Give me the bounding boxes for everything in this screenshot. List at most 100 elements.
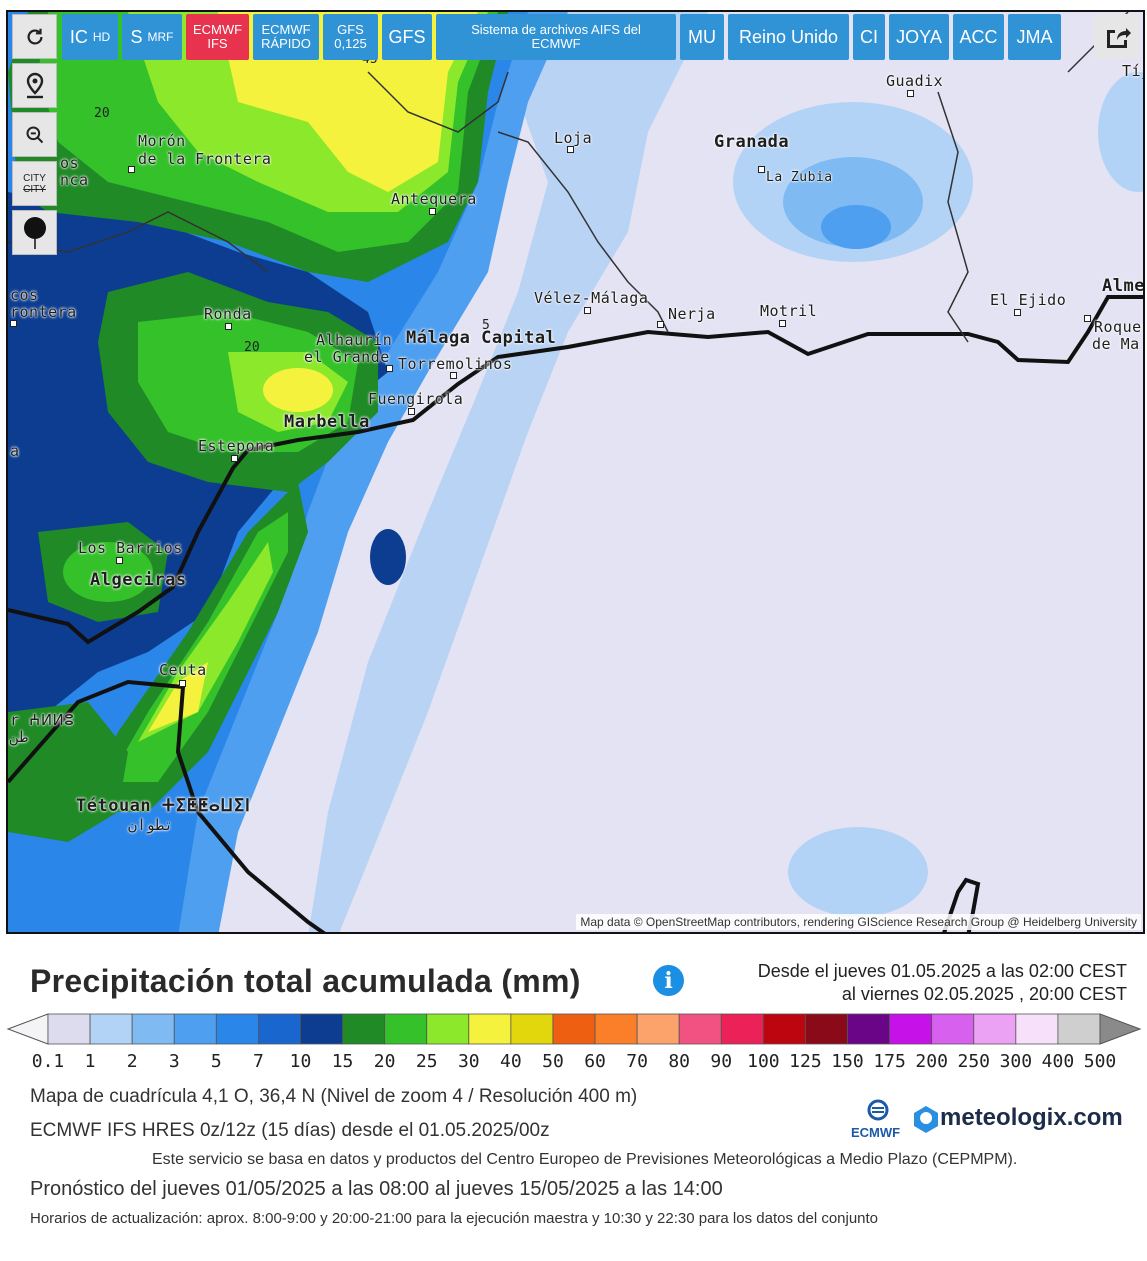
city-label: Vélez-Málaga: [534, 289, 649, 307]
model-button-label: S: [130, 26, 143, 47]
scale-swatch: [342, 1013, 386, 1045]
scale-tick-label: 3: [168, 1051, 180, 1072]
scale-tick-label: 200: [915, 1051, 948, 1072]
city-label: تطوان: [128, 816, 174, 834]
city-label: cos: [10, 286, 39, 304]
scale-tick-label: 7: [252, 1051, 264, 1072]
scale-tick-label: 0.1: [31, 1051, 65, 1072]
info-icon[interactable]: i: [653, 965, 684, 996]
city-label: Motril: [760, 302, 818, 320]
city-label: Guadix: [886, 72, 944, 90]
city-marker: [584, 307, 591, 314]
share-button[interactable]: [1094, 14, 1139, 59]
scale-tick-label: 5: [210, 1051, 222, 1072]
city-marker: [657, 321, 664, 328]
model-button-ci[interactable]: CI: [853, 14, 885, 60]
city-marker: [429, 208, 436, 215]
model-button-label: JMA: [1016, 26, 1053, 47]
city-label: de la Frontera: [138, 150, 272, 168]
scale-arrow-low: [6, 1013, 49, 1045]
scale-swatch: [889, 1013, 933, 1045]
city-label: de Ma: [1092, 335, 1140, 353]
model-button-sublabel: HD: [92, 29, 111, 44]
location-button[interactable]: [12, 63, 57, 108]
city-label: Antequera: [391, 190, 477, 208]
city-label: Roque: [1094, 318, 1142, 336]
model-button-s-mrf[interactable]: S MRF: [122, 14, 182, 60]
provider-logos: ECMWF meteologix.com: [848, 1098, 1133, 1146]
scale-swatch: [552, 1013, 596, 1045]
scale-tick-label: 50: [542, 1051, 564, 1072]
model-button-ic-hd[interactable]: IC HD: [62, 14, 118, 60]
scale-arrow-high: [1099, 1013, 1142, 1045]
city-marker: [1014, 309, 1021, 316]
scale-tick-label: 150: [831, 1051, 864, 1072]
city-label: El Ejido: [990, 291, 1067, 309]
model-button-mu[interactable]: MU: [680, 14, 724, 60]
city-marker: [10, 320, 17, 327]
city-marker: [907, 90, 914, 97]
city-label: La Zubia: [766, 170, 833, 185]
city-label: Nerja: [668, 305, 716, 323]
scale-swatch: [257, 1013, 301, 1045]
city-marker: [567, 146, 574, 153]
isoline-label: 5: [482, 318, 490, 333]
city-marker: [225, 323, 232, 330]
precipitation-map[interactable]: Guadix Loja Granada La Zubia Morón de la…: [6, 10, 1145, 934]
scale-tick-label: 125: [789, 1051, 822, 1072]
city-label: Algeciras: [90, 570, 187, 590]
scale-swatch: [47, 1013, 91, 1045]
meteologix-logo[interactable]: meteologix.com: [940, 1104, 1123, 1131]
point-marker-button[interactable]: [12, 210, 57, 255]
scale-swatch: [426, 1013, 470, 1045]
city-label: Morón: [138, 132, 186, 150]
city-label: Granada: [714, 132, 790, 152]
city-label: Loja: [554, 129, 593, 147]
model-button-sublabel: MRF: [147, 29, 174, 44]
model-button-sublabel: RÁPIDO: [261, 36, 311, 51]
scale-swatch: [131, 1013, 175, 1045]
color-scale-bar: [6, 1013, 1142, 1045]
legend-title: Precipitación total acumulada (mm): [30, 963, 581, 999]
city-label: Ceuta: [159, 661, 207, 679]
model-button-acc[interactable]: ACC: [953, 14, 1004, 60]
city-label: os: [60, 154, 80, 172]
city-label: Estepona: [198, 437, 275, 455]
scale-swatch: [215, 1013, 259, 1045]
zoom-out-button[interactable]: [12, 112, 57, 157]
model-button-joya[interactable]: JOYA: [889, 14, 949, 60]
scale-tick-label: 40: [500, 1051, 522, 1072]
reload-icon: [27, 28, 43, 45]
model-button-label: ACC: [959, 26, 998, 47]
model-button-ecmwf-ifs[interactable]: ECMWF IFS: [186, 14, 249, 60]
city-label: Torremolinos: [398, 355, 513, 373]
scale-swatch: [1015, 1013, 1059, 1045]
ecmwf-logo[interactable]: [848, 1098, 908, 1144]
scale-tick-label: 500: [1083, 1051, 1117, 1072]
city-label: Tétouan ⵜⵉⵟⵟⴰⵡⵉⵏ: [76, 796, 251, 816]
city-label: Tíj: [1122, 62, 1143, 80]
scale-tick-label: 60: [584, 1051, 606, 1072]
scale-tick-label: 400: [1041, 1051, 1075, 1072]
model-button-ecmwf-rapido[interactable]: ECMWF RÁPIDO: [253, 14, 319, 60]
scale-tick-label: 300: [999, 1051, 1033, 1072]
model-button-sublabel: IFS: [207, 36, 228, 51]
marker-dot-icon: [23, 216, 46, 249]
update-schedule: Horarios de actualización: aprox. 8:00-9…: [30, 1210, 879, 1227]
city-label: Fuengirola: [368, 390, 464, 408]
city-marker: [408, 408, 415, 415]
model-button-uk[interactable]: Reino Unido: [728, 14, 849, 60]
scale-swatch: [847, 1013, 891, 1045]
city-label: Marbella: [284, 412, 370, 432]
model-button-jma[interactable]: JMA: [1008, 14, 1061, 60]
city-toggle-label: CITY: [23, 172, 46, 184]
map-pin-icon: [26, 72, 43, 98]
scale-tick-label: 90: [710, 1051, 733, 1072]
color-scale-ticks: 0.1 1 2 3 5 7 10 15 20 25 30 40 50 60 70 80 90 100 125 150 1…: [0, 1051, 1147, 1077]
model-button-gfs[interactable]: GFS: [382, 14, 432, 60]
model-button-aifs[interactable]: Sistema de archivos AIFS del ECMWF: [436, 14, 676, 60]
model-button-gfs-0125[interactable]: GFS 0,125: [323, 14, 378, 60]
reload-button[interactable]: [12, 14, 57, 59]
city-toggle-button[interactable]: CITY CITY: [12, 161, 57, 206]
scale-tick-label: 175: [873, 1051, 906, 1072]
